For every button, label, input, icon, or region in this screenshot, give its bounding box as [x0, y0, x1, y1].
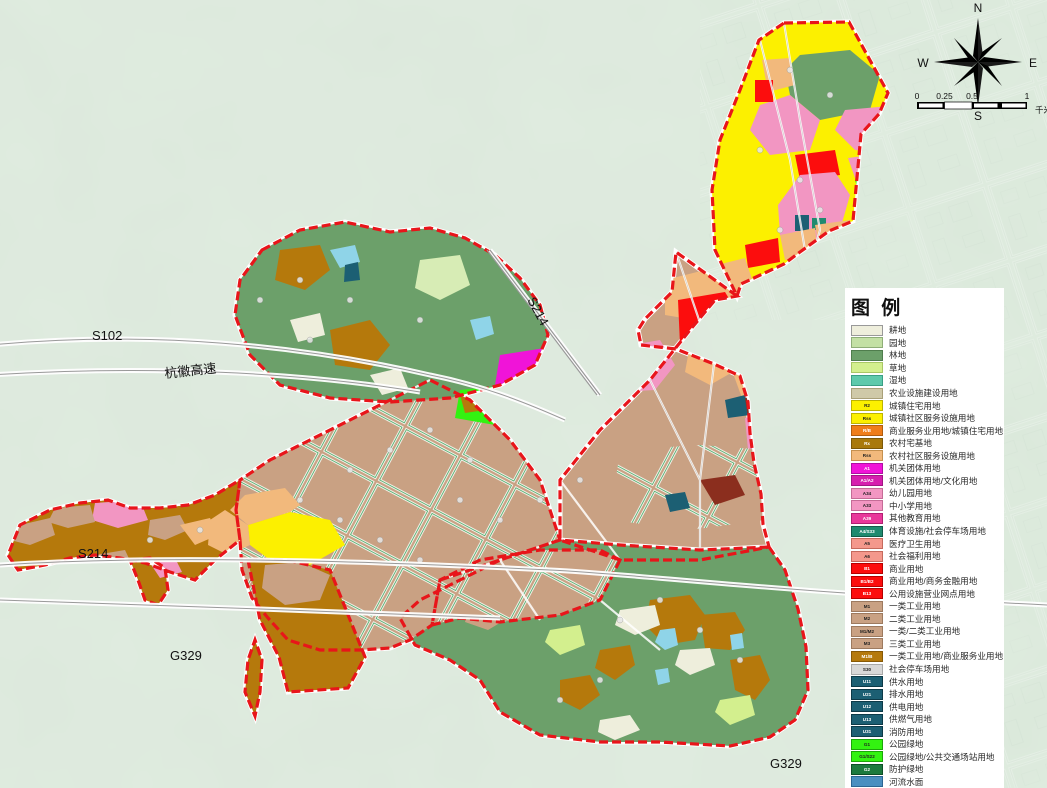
svg-text:W: W: [917, 56, 929, 70]
svg-text:E: E: [1029, 56, 1037, 70]
svg-text:0.25: 0.25: [936, 91, 953, 101]
svg-text:G329: G329: [170, 648, 202, 663]
svg-text:1: 1: [1025, 91, 1030, 101]
svg-text:0.5: 0.5: [966, 91, 978, 101]
svg-text:S214: S214: [78, 546, 108, 561]
svg-text:杭徽高速: 杭徽高速: [164, 361, 217, 381]
svg-text:千米: 千米: [1035, 105, 1047, 115]
svg-text:G329: G329: [770, 756, 802, 771]
svg-text:N: N: [974, 1, 983, 15]
svg-text:0: 0: [915, 91, 920, 101]
svg-text:S102: S102: [92, 328, 122, 343]
svg-text:S: S: [974, 109, 982, 123]
